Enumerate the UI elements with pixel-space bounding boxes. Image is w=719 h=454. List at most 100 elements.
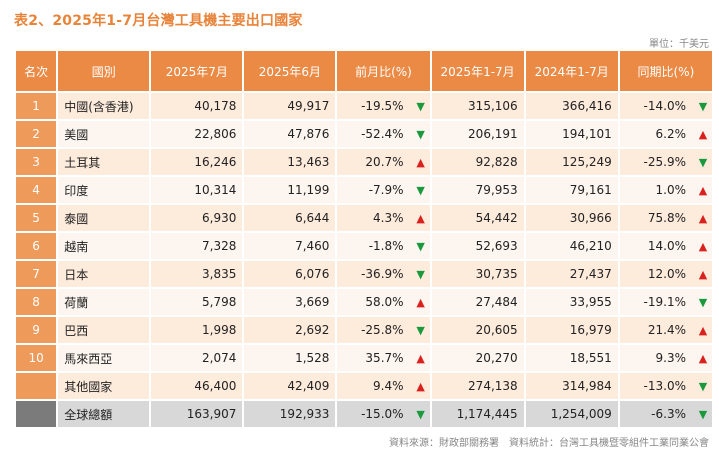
- jun-value: 13,463: [244, 149, 336, 175]
- up-triangle-icon: ▲: [698, 323, 708, 337]
- down-triangle-icon: ▼: [416, 99, 425, 113]
- table-row: 5 泰國 6,930 6,644 4.3% ▲ 54,442 30,966 75.8% ▲: [16, 205, 712, 231]
- ytd24-value: 79,161: [525, 177, 618, 203]
- mom-cell: 58.0% ▲: [337, 289, 430, 315]
- ytd24-value: 314,984: [525, 373, 618, 399]
- mom-cell: -19.5% ▼: [337, 93, 430, 119]
- mom-cell: 9.4% ▲: [337, 373, 430, 399]
- mom-cell-value: -25.8%: [361, 323, 404, 337]
- country-cell: 馬來西亞: [58, 345, 150, 371]
- country-cell: 日本: [58, 261, 150, 287]
- ytd24-value: 194,101: [525, 121, 618, 147]
- table-body: 1 中國(含香港) 40,178 49,917 -19.5% ▼ 315,106 366,41…: [16, 93, 712, 427]
- ytd25-value: 206,191: [431, 121, 524, 147]
- rank-cell: 8: [16, 289, 57, 315]
- yoy-cell-value: 9.3%: [655, 351, 687, 365]
- country-cell: 泰國: [58, 205, 150, 231]
- jun-value: 49,917: [244, 93, 336, 119]
- jun-value: 47,876: [244, 121, 336, 147]
- yoy-cell: -13.0% ▼: [619, 373, 712, 399]
- jun-value: 2,692: [244, 317, 336, 343]
- down-triangle-icon: ▼: [698, 99, 708, 113]
- mom-cell-value: -52.4%: [361, 127, 404, 141]
- ytd25-value: 79,953: [431, 177, 524, 203]
- ytd24-value: 27,437: [525, 261, 618, 287]
- table-row: 6 越南 7,328 7,460 -1.8% ▼ 52,693 46,210 14.0% ▲: [16, 233, 712, 259]
- mom-cell: -7.9% ▼: [337, 177, 430, 203]
- up-triangle-icon: ▲: [698, 351, 708, 365]
- header-row: 名次 國別 2025年7月 2025年6月 前月比(%) 2025年1-7月 2…: [16, 51, 712, 91]
- table-row: 2 美國 22,806 47,876 -52.4% ▼ 206,191 194,101 6.2%…: [16, 121, 712, 147]
- jun-value: 192,933: [244, 401, 336, 427]
- jun-value: 1,528: [244, 345, 336, 371]
- source-note: 資料來源：財政部關務署 資料統計：台灣工具機暨零組件工業同業公會: [389, 438, 709, 449]
- yoy-cell-value: 12.0%: [647, 267, 686, 281]
- ytd25-value: 20,605: [431, 317, 524, 343]
- yoy-cell-value: 1.0%: [655, 183, 687, 197]
- country-cell: 巴西: [58, 317, 150, 343]
- down-triangle-icon: ▼: [416, 239, 425, 253]
- yoy-cell-value: -14.0%: [643, 99, 686, 113]
- up-triangle-icon: ▲: [416, 351, 425, 365]
- col-ytd25-header: 2025年1-7月: [431, 51, 524, 91]
- jul-value: 1,998: [151, 317, 243, 343]
- rank-cell: 4: [16, 177, 57, 203]
- ytd25-value: 1,174,445: [431, 401, 524, 427]
- yoy-cell-value: -6.3%: [651, 407, 686, 421]
- country-cell: 全球總額: [58, 401, 150, 427]
- rank-cell: 5: [16, 205, 57, 231]
- yoy-cell: 12.0% ▲: [619, 261, 712, 287]
- yoy-cell: -25.9% ▼: [619, 149, 712, 175]
- table-title: 表2、2025年1-7月台灣工具機主要出口國家: [14, 13, 303, 29]
- up-triangle-icon: ▲: [698, 127, 708, 141]
- up-triangle-icon: ▲: [416, 155, 425, 169]
- table-row: 10 馬來西亞 2,074 1,528 35.7% ▲ 20,270 18,551 9.3% ▲: [16, 345, 712, 371]
- jul-value: 7,328: [151, 233, 243, 259]
- rank-cell: [16, 373, 57, 399]
- mom-cell-value: -1.8%: [368, 239, 404, 253]
- rank-cell: 9: [16, 317, 57, 343]
- mom-cell-value: -36.9%: [361, 267, 404, 281]
- ytd25-value: 30,735: [431, 261, 524, 287]
- ytd24-value: 366,416: [525, 93, 618, 119]
- jun-value: 11,199: [244, 177, 336, 203]
- up-triangle-icon: ▲: [416, 379, 425, 393]
- col-rank-header: 名次: [16, 51, 57, 91]
- ytd25-value: 315,106: [431, 93, 524, 119]
- down-triangle-icon: ▼: [416, 267, 425, 281]
- jul-value: 6,930: [151, 205, 243, 231]
- yoy-cell: 75.8% ▲: [619, 205, 712, 231]
- mom-cell: 35.7% ▲: [337, 345, 430, 371]
- jul-value: 5,798: [151, 289, 243, 315]
- yoy-cell: -19.1% ▼: [619, 289, 712, 315]
- ytd24-value: 46,210: [525, 233, 618, 259]
- yoy-cell: 9.3% ▲: [619, 345, 712, 371]
- jul-value: 10,314: [151, 177, 243, 203]
- down-triangle-icon: ▼: [698, 155, 708, 169]
- table-row: 8 荷蘭 5,798 3,669 58.0% ▲ 27,484 33,955 -19.1% ▼: [16, 289, 712, 315]
- mom-cell-value: -7.9%: [368, 183, 404, 197]
- mom-cell-value: 9.4%: [373, 379, 404, 393]
- down-triangle-icon: ▼: [416, 183, 425, 197]
- ytd25-value: 27,484: [431, 289, 524, 315]
- jul-value: 40,178: [151, 93, 243, 119]
- down-triangle-icon: ▼: [698, 407, 708, 421]
- table-row: 4 印度 10,314 11,199 -7.9% ▼ 79,953 79,161 1.0% ▲: [16, 177, 712, 203]
- down-triangle-icon: ▼: [698, 295, 708, 309]
- jun-value: 3,669: [244, 289, 336, 315]
- ytd24-value: 30,966: [525, 205, 618, 231]
- table-row: 1 中國(含香港) 40,178 49,917 -19.5% ▼ 315,106 366,41…: [16, 93, 712, 119]
- jul-value: 16,246: [151, 149, 243, 175]
- mom-cell: 20.7% ▲: [337, 149, 430, 175]
- jul-value: 46,400: [151, 373, 243, 399]
- rank-cell: 6: [16, 233, 57, 259]
- country-cell: 中國(含香港): [58, 93, 150, 119]
- ytd24-value: 125,249: [525, 149, 618, 175]
- ytd25-value: 54,442: [431, 205, 524, 231]
- jul-value: 163,907: [151, 401, 243, 427]
- mom-cell: -52.4% ▼: [337, 121, 430, 147]
- rank-cell: [16, 401, 57, 427]
- total-row: 全球總額 163,907 192,933 -15.0% ▼ 1,174,445 1,254,…: [16, 401, 712, 427]
- col-jun-header: 2025年6月: [244, 51, 336, 91]
- ytd25-value: 274,138: [431, 373, 524, 399]
